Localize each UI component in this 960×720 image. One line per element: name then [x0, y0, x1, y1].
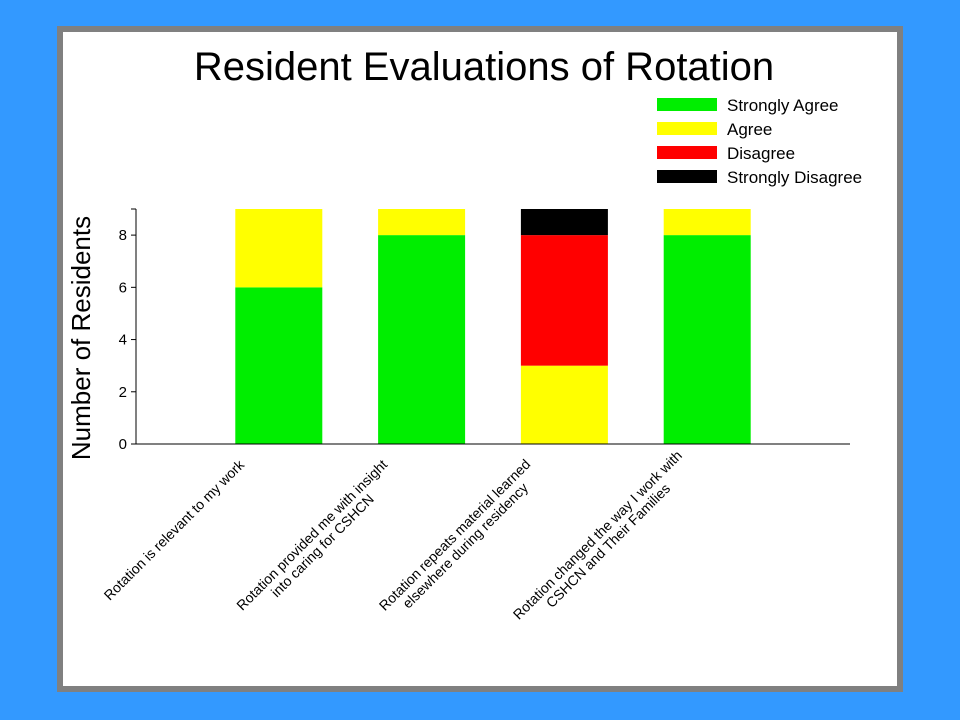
bar-2-agree — [378, 209, 466, 236]
y-axis-label: Number of Residents — [66, 216, 96, 460]
bar-4-agree — [663, 209, 751, 236]
bar-3-strongly-disagree — [520, 209, 608, 236]
bars-group — [235, 209, 751, 444]
legend-label: Strongly Disagree — [727, 168, 862, 187]
slide-frame: Resident Evaluations of Rotation Number … — [57, 26, 903, 692]
y-tick-label: 8 — [119, 227, 127, 244]
category-label-line: Rotation changed the way I work with — [510, 447, 685, 622]
legend: Strongly Agree Agree Disagree Strongly Disa… — [657, 96, 862, 187]
legend-label: Strongly Agree — [727, 96, 839, 115]
category-label-1: Rotation is relevant to my work — [101, 456, 248, 603]
bar-1-strongly-agree — [235, 287, 323, 444]
category-label-2: Rotation provided me with insightinto ca… — [233, 456, 401, 624]
legend-swatch-agree — [657, 122, 717, 135]
legend-swatch-strongly-disagree — [657, 170, 717, 183]
bar-3-agree — [520, 365, 608, 444]
legend-label: Disagree — [727, 144, 795, 163]
category-label-3: Rotation repeats material learnedelsewhe… — [376, 456, 544, 624]
category-labels: Rotation is relevant to my workRotation … — [101, 447, 696, 633]
category-label-line: Rotation provided me with insight — [233, 456, 390, 613]
chart-panel: Resident Evaluations of Rotation Number … — [63, 32, 897, 686]
bar-3-disagree — [520, 235, 608, 366]
category-label-line: CSHCN and Their Families — [543, 480, 674, 611]
chart-title: Resident Evaluations of Rotation — [194, 45, 774, 89]
category-label-line: Rotation is relevant to my work — [101, 456, 248, 603]
bar-4-strongly-agree — [663, 235, 751, 444]
category-label-line: Rotation repeats material learned — [376, 456, 534, 614]
legend-swatch-strongly-agree — [657, 98, 717, 111]
category-label-line: into caring for CSHCN — [268, 491, 377, 600]
y-tick-label: 6 — [119, 279, 127, 296]
legend-label: Agree — [727, 120, 772, 139]
legend-swatch-disagree — [657, 146, 717, 159]
y-tick-label: 4 — [119, 332, 127, 349]
axes-group: 0 2 4 6 8 — [119, 208, 850, 453]
stacked-bar-chart: Resident Evaluations of Rotation Number … — [66, 45, 862, 633]
bar-2-strongly-agree — [378, 235, 466, 444]
category-label-4: Rotation changed the way I work withCSHC… — [510, 447, 696, 633]
category-label-line: elsewhere during residency — [399, 480, 531, 612]
y-tick-label: 2 — [119, 384, 127, 401]
y-tick-label: 0 — [119, 436, 127, 453]
bar-1-agree — [235, 209, 323, 288]
